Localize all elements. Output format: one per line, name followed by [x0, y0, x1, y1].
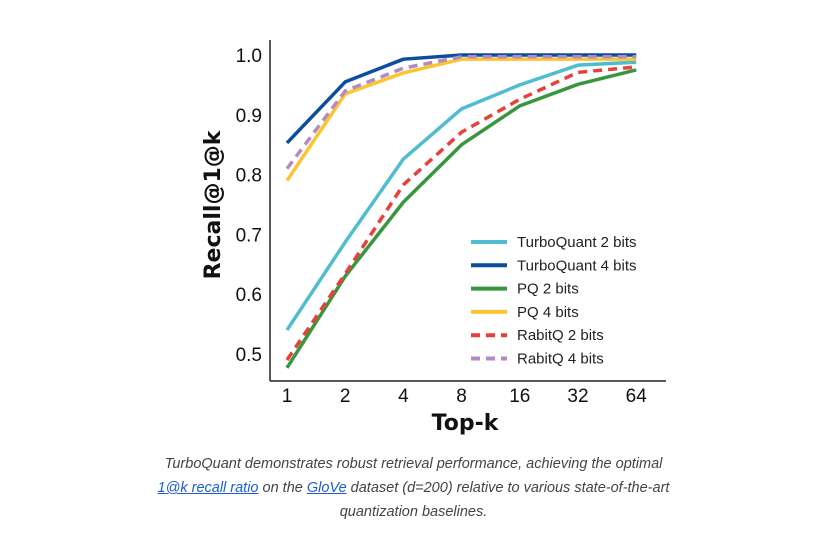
x-tick-labels: 1 2 4 8 16 32 64 — [282, 386, 647, 407]
series-line-rabitq-4-bits — [285, 55, 637, 170]
figure-caption: TurboQuant demonstrates robust retrieval… — [150, 452, 677, 524]
legend-label: RabitQ 4 bits — [517, 351, 604, 368]
caption-text: dataset (d=200) relative to various stat… — [339, 480, 670, 520]
caption-text: TurboQuant demonstrates robust retrieval… — [164, 456, 663, 472]
y-tick-label: 0.6 — [236, 285, 262, 306]
axes — [269, 40, 666, 382]
legend: TurboQuant 2 bits TurboQuant 4 bits PQ 2 b… — [471, 234, 637, 368]
y-axis-label: Recall@1@k — [201, 129, 226, 279]
legend-label: PQ 4 bits — [517, 304, 579, 321]
x-tick-label: 32 — [567, 386, 588, 407]
x-tick-label: 4 — [398, 386, 409, 407]
x-tick-label: 1 — [282, 386, 293, 407]
y-tick-label: 0.7 — [236, 225, 262, 246]
recall-ratio-link[interactable]: 1@k recall ratio — [157, 480, 259, 496]
x-tick-label: 8 — [456, 386, 467, 407]
y-tick-label: 0.8 — [236, 166, 262, 187]
x-tick-label: 2 — [340, 386, 351, 407]
y-tick-label: 1.0 — [236, 46, 262, 67]
caption-text: on the — [258, 480, 307, 496]
legend-label: TurboQuant 2 bits — [517, 234, 637, 251]
series-lines — [285, 53, 637, 369]
legend-label: RabitQ 2 bits — [517, 327, 604, 344]
recall-chart: 0.5 0.6 0.7 0.8 0.9 1.0 1 2 4 8 16 32 64 Top-k Reca… — [201, 40, 666, 436]
y-tick-labels: 0.5 0.6 0.7 0.8 0.9 1.0 — [236, 46, 262, 366]
glove-link[interactable]: GloVe — [306, 480, 347, 496]
legend-label: TurboQuant 4 bits — [517, 257, 637, 274]
y-tick-label: 0.5 — [236, 345, 262, 366]
series-line-pq-4-bits — [285, 57, 637, 182]
legend-label: PQ 2 bits — [517, 281, 579, 298]
x-tick-label: 16 — [509, 386, 530, 407]
x-axis-label: Top-k — [432, 411, 500, 436]
x-tick-label: 64 — [626, 386, 648, 407]
series-line-pq-2-bits — [285, 68, 637, 369]
series-line-turboquant-4-bits — [285, 53, 637, 145]
y-tick-label: 0.9 — [236, 106, 262, 127]
